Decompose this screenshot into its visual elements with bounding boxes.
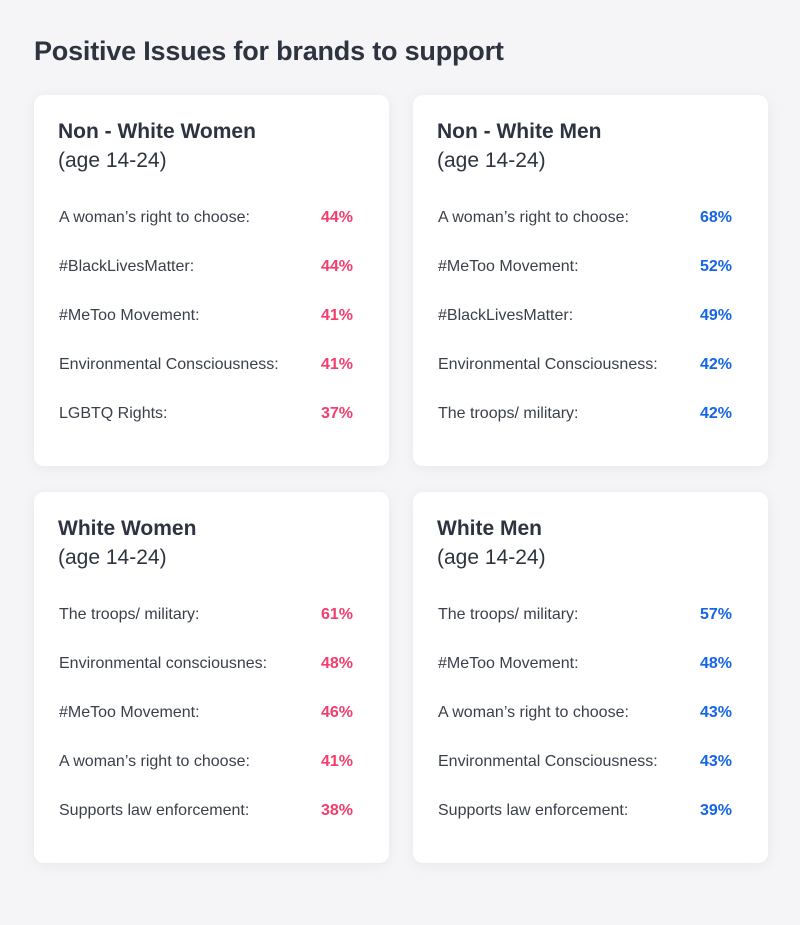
issue-percent: 38% — [321, 802, 354, 819]
list-item: The troops/ military: 57% — [437, 599, 768, 648]
issue-list: The troops/ military: 61% Environmental … — [58, 599, 389, 844]
issue-label: Environmental Consciousness: — [438, 753, 658, 770]
issue-percent: 61% — [321, 606, 354, 623]
issue-percent: 52% — [700, 258, 733, 275]
issue-list: The troops/ military: 57% #MeToo Movemen… — [437, 599, 768, 844]
issue-label: A woman’s right to choose: — [438, 209, 629, 226]
card-title: Non - White Men — [437, 120, 602, 143]
issue-label: #MeToo Movement: — [59, 704, 200, 721]
list-item: #MeToo Movement: 41% — [58, 300, 389, 349]
issue-label: Supports law enforcement: — [59, 802, 250, 819]
issue-label: Supports law enforcement: — [438, 802, 629, 819]
list-item: #MeToo Movement: 52% — [437, 251, 768, 300]
issue-label: Environmental consciousnes: — [59, 655, 268, 672]
issue-label: Environmental Consciousness: — [59, 356, 279, 373]
card-white-men: White Men (age 14-24) The troops/ milita… — [413, 492, 768, 863]
list-item: A woman’s right to choose: 43% — [437, 697, 768, 746]
issue-label: Environmental Consciousness: — [438, 356, 658, 373]
issue-list: A woman’s right to choose: 68% #MeToo Mo… — [437, 202, 768, 447]
card-white-women: White Women (age 14-24) The troops/ mili… — [34, 492, 389, 863]
issue-percent: 57% — [700, 606, 733, 623]
list-item: The troops/ military: 61% — [58, 599, 389, 648]
issue-percent: 48% — [321, 655, 354, 672]
issue-percent: 41% — [321, 356, 354, 373]
issue-percent: 44% — [321, 209, 354, 226]
issue-percent: 43% — [700, 704, 733, 721]
issue-label: #BlackLivesMatter: — [59, 258, 195, 275]
list-item: Supports law enforcement: 38% — [58, 795, 389, 844]
list-item: A woman’s right to choose: 41% — [58, 746, 389, 795]
card-subtitle: (age 14-24) — [437, 149, 546, 172]
issue-percent: 68% — [700, 209, 733, 226]
issue-percent: 48% — [700, 655, 733, 672]
list-item: Supports law enforcement: 39% — [437, 795, 768, 844]
issue-label: The troops/ military: — [438, 606, 579, 623]
list-item: #BlackLivesMatter: 49% — [437, 300, 768, 349]
issue-label: A woman’s right to choose: — [59, 209, 250, 226]
card-title: White Women — [58, 517, 197, 540]
list-item: #MeToo Movement: 46% — [58, 697, 389, 746]
issue-percent: 42% — [700, 405, 733, 422]
issue-list: A woman’s right to choose: 44% #BlackLiv… — [58, 202, 389, 447]
list-item: LGBTQ Rights: 37% — [58, 398, 389, 447]
issue-percent: 41% — [321, 307, 354, 324]
issue-percent: 41% — [321, 753, 354, 770]
card-non-white-women: Non - White Women (age 14-24) A woman’s … — [34, 95, 389, 466]
list-item: Environmental Consciousness: 42% — [437, 349, 768, 398]
card-subtitle: (age 14-24) — [437, 546, 546, 569]
issue-percent: 43% — [700, 753, 733, 770]
card-title: Non - White Women — [58, 120, 256, 143]
list-item: A woman’s right to choose: 68% — [437, 202, 768, 251]
issue-label: #MeToo Movement: — [59, 307, 200, 324]
list-item: #MeToo Movement: 48% — [437, 648, 768, 697]
list-item: #BlackLivesMatter: 44% — [58, 251, 389, 300]
card-non-white-men: Non - White Men (age 14-24) A woman’s ri… — [413, 95, 768, 466]
issue-percent: 42% — [700, 356, 733, 373]
issue-label: A woman’s right to choose: — [59, 753, 250, 770]
page-title: Positive Issues for brands to support — [34, 36, 504, 66]
list-item: A woman’s right to choose: 44% — [58, 202, 389, 251]
issue-label: A woman’s right to choose: — [438, 704, 629, 721]
issue-percent: 49% — [700, 307, 733, 324]
card-subtitle: (age 14-24) — [58, 546, 167, 569]
issue-percent: 46% — [321, 704, 354, 721]
card-subtitle: (age 14-24) — [58, 149, 167, 172]
issue-percent: 37% — [321, 405, 354, 422]
issue-label: #MeToo Movement: — [438, 655, 579, 672]
issue-label: The troops/ military: — [438, 405, 579, 422]
list-item: Environmental consciousnes: 48% — [58, 648, 389, 697]
issue-label: #BlackLivesMatter: — [438, 307, 574, 324]
issue-label: #MeToo Movement: — [438, 258, 579, 275]
list-item: The troops/ military: 42% — [437, 398, 768, 447]
issue-percent: 44% — [321, 258, 354, 275]
list-item: Environmental Consciousness: 41% — [58, 349, 389, 398]
issue-percent: 39% — [700, 802, 733, 819]
list-item: Environmental Consciousness: 43% — [437, 746, 768, 795]
card-title: White Men — [437, 517, 542, 540]
issue-label: The troops/ military: — [59, 606, 200, 623]
issue-label: LGBTQ Rights: — [59, 405, 168, 422]
